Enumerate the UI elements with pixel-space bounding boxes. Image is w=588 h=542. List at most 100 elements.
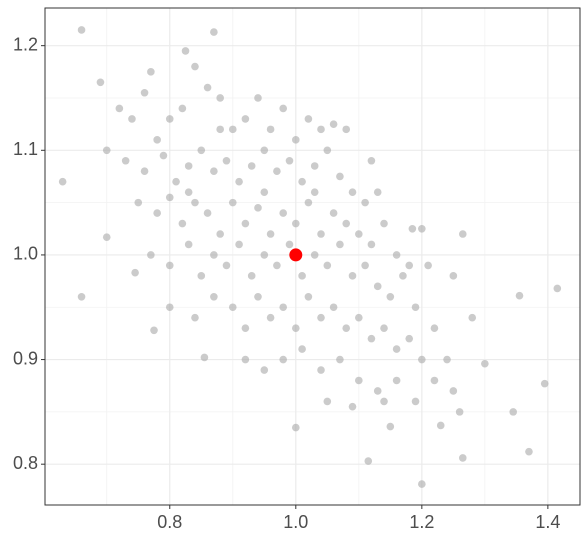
point: [273, 261, 281, 270]
point: [153, 209, 161, 217]
point: [159, 151, 168, 160]
x-tick-label: 1.4: [535, 512, 560, 532]
point: [418, 480, 426, 488]
point: [540, 379, 549, 388]
point: [285, 240, 294, 249]
y-tick-label: 1.2: [13, 34, 38, 54]
point: [197, 272, 206, 280]
point: [304, 115, 313, 123]
point: [509, 408, 518, 416]
point: [140, 88, 149, 97]
point: [184, 162, 193, 170]
point: [150, 326, 158, 335]
point: [128, 115, 136, 123]
point: [364, 457, 373, 465]
point: [405, 334, 414, 343]
point: [210, 292, 218, 301]
point: [449, 387, 458, 395]
point: [228, 198, 237, 207]
point: [323, 146, 332, 155]
point: [279, 209, 287, 217]
point: [266, 313, 275, 322]
point: [336, 172, 344, 181]
point: [458, 230, 467, 238]
point: [355, 230, 363, 238]
point: [241, 115, 250, 123]
point: [380, 397, 388, 406]
point: [134, 198, 143, 207]
point: [140, 167, 149, 176]
point: [260, 251, 269, 259]
point: [336, 240, 344, 249]
plot-border: [44, 7, 581, 506]
point: [241, 355, 250, 364]
point: [436, 421, 445, 430]
point: [424, 261, 432, 270]
highlight-point: [289, 248, 303, 262]
point: [115, 104, 124, 113]
point: [323, 261, 332, 270]
point: [178, 219, 187, 228]
point: [147, 68, 155, 76]
point: [329, 303, 338, 312]
point: [279, 104, 287, 113]
point: [367, 240, 376, 249]
point: [203, 83, 212, 92]
point: [298, 345, 306, 353]
point: [304, 292, 313, 301]
point: [260, 146, 269, 155]
point: [348, 188, 357, 196]
point: [254, 94, 262, 102]
point: [304, 198, 313, 207]
point: [184, 240, 193, 249]
point: [292, 423, 300, 432]
point: [254, 292, 262, 301]
point: [430, 376, 439, 385]
point: [216, 94, 224, 102]
point: [58, 177, 67, 186]
point: [392, 251, 401, 259]
point: [329, 120, 338, 128]
point: [153, 136, 161, 144]
point: [292, 136, 300, 144]
point: [317, 313, 325, 322]
point: [380, 324, 388, 332]
point: [228, 303, 237, 312]
point: [96, 78, 105, 87]
point: [228, 125, 237, 134]
point: [373, 387, 382, 395]
point: [172, 177, 180, 186]
point: [273, 167, 281, 176]
x-tick-label: 1.2: [409, 512, 434, 532]
point: [310, 162, 319, 170]
point: [468, 313, 477, 322]
point: [279, 303, 287, 312]
point: [348, 272, 357, 280]
point: [411, 397, 420, 406]
point: [361, 198, 369, 207]
point: [399, 272, 407, 280]
point: [348, 402, 357, 411]
point: [418, 224, 426, 233]
point: [165, 303, 174, 312]
point: [260, 366, 269, 374]
point: [430, 324, 439, 332]
y-tick-label: 0.9: [13, 348, 38, 368]
point: [386, 422, 395, 431]
point: [317, 125, 325, 134]
point: [266, 125, 275, 134]
point: [443, 355, 451, 364]
point: [165, 261, 174, 270]
point: [178, 104, 187, 113]
point: [210, 251, 218, 259]
point: [292, 219, 300, 228]
point: [298, 272, 306, 280]
point: [481, 359, 489, 368]
point: [380, 219, 388, 228]
point: [355, 376, 363, 385]
point: [181, 47, 190, 55]
point: [405, 261, 414, 270]
point: [191, 198, 199, 207]
point: [222, 156, 231, 165]
